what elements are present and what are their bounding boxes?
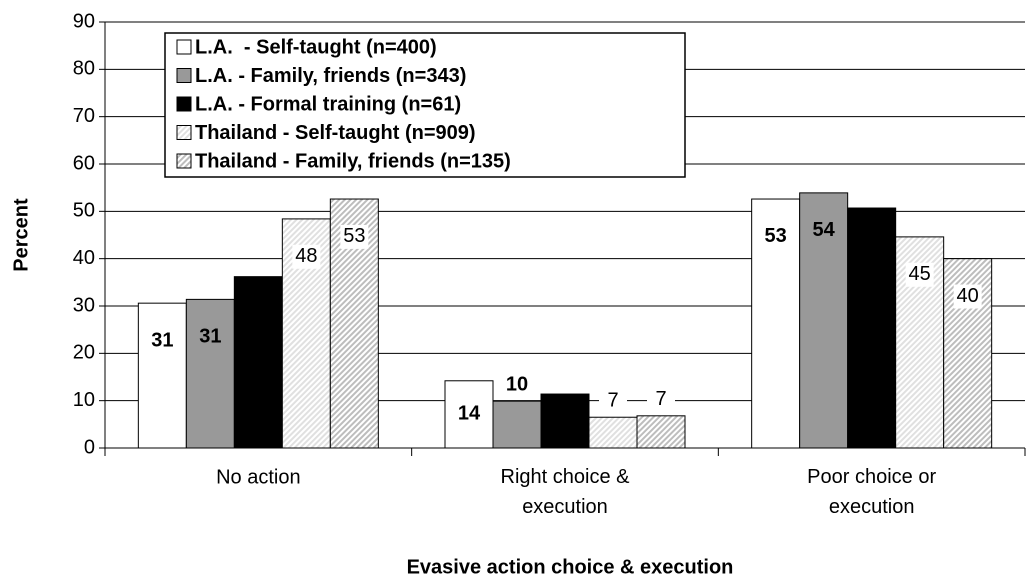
legend-swatch — [176, 96, 192, 112]
data-label: 7 — [655, 388, 666, 410]
legend-swatch — [176, 39, 192, 55]
bar — [492, 400, 542, 449]
y-tick-label: 30 — [73, 294, 95, 316]
legend-label: L.A. - Family, friends (n=343) — [195, 65, 466, 87]
x-tick-label: Right choice & execution — [501, 466, 631, 518]
data-label: 10 — [506, 373, 528, 395]
label-bg — [647, 387, 675, 412]
data-label: 36 — [247, 303, 269, 325]
y-tick-label: 0 — [84, 436, 95, 458]
label-bg — [905, 262, 934, 287]
label-bg — [599, 389, 627, 414]
bar — [636, 415, 686, 449]
y-tick-label: 10 — [73, 389, 95, 411]
y-tick-label: 80 — [73, 58, 95, 80]
bar — [751, 198, 801, 449]
bar — [185, 298, 235, 449]
y-tick-label: 40 — [73, 247, 95, 269]
bar — [233, 276, 283, 449]
y-tick-label: 60 — [73, 152, 95, 174]
label-bg — [292, 244, 321, 269]
y-tick-label: 20 — [73, 342, 95, 364]
bar — [137, 302, 187, 449]
data-label: 7 — [607, 390, 618, 412]
data-label: 11 — [554, 409, 575, 431]
legend-swatch — [176, 125, 192, 140]
data-label: 51 — [861, 234, 883, 256]
bar — [540, 393, 590, 449]
data-label: 40 — [957, 285, 979, 307]
legend-label: L.A. - Formal training (n=61) — [195, 93, 461, 115]
y-tick-label: 50 — [73, 200, 95, 222]
data-label: 48 — [295, 245, 317, 267]
data-label: 53 — [343, 225, 365, 247]
label-bg — [340, 224, 369, 249]
x-tick-label: No action — [216, 466, 301, 488]
legend-label: L.A. - Self-taught (n=400) — [195, 36, 437, 58]
legend-label: Thailand - Family, friends (n=135) — [195, 150, 511, 172]
bar — [444, 380, 494, 449]
legend-swatch — [176, 153, 192, 169]
y-tick-label: 90 — [73, 10, 95, 32]
bar — [588, 416, 638, 449]
legend-swatch — [176, 68, 192, 83]
x-tick-label: Poor choice or execution — [807, 466, 936, 518]
data-label: 45 — [909, 263, 931, 285]
x-axis-title: Evasive action choice & execution — [407, 556, 734, 578]
data-label: 53 — [765, 225, 787, 247]
y-tick-label: 70 — [73, 105, 95, 127]
legend-box — [164, 32, 686, 178]
bar — [799, 192, 849, 449]
bar — [847, 207, 897, 449]
data-label: 14 — [458, 403, 481, 425]
data-label: 54 — [813, 219, 836, 241]
legend-label: Thailand - Self-taught (n=909) — [195, 122, 476, 144]
data-label: 31 — [151, 329, 173, 351]
label-bg — [953, 284, 982, 309]
data-label: 31 — [199, 326, 221, 348]
y-axis-title: Percent — [10, 198, 32, 272]
